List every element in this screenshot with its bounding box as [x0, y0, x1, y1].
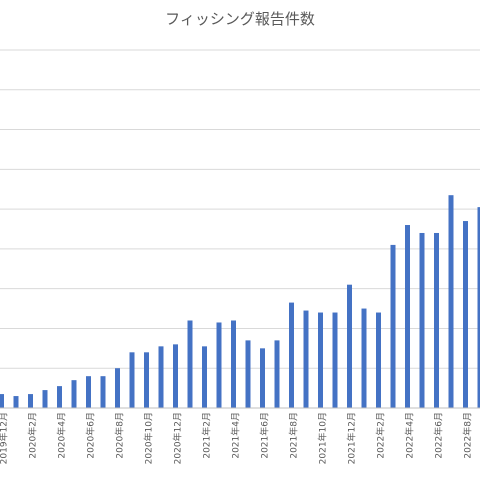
x-tick-label: 2021年8月	[288, 412, 300, 459]
x-tick-label: 2022年2月	[375, 412, 387, 459]
x-tick-label: 2021年12月	[346, 412, 358, 464]
x-tick-label: 2022年4月	[404, 412, 416, 459]
bar	[477, 207, 480, 408]
bar	[303, 310, 309, 408]
x-tick-label: 2020年6月	[85, 412, 97, 459]
bar	[57, 386, 62, 408]
bars	[0, 195, 480, 408]
bar	[86, 376, 91, 408]
bar	[347, 284, 352, 408]
x-tick-labels: 2019年12月 2020年2月 2020年4月 2020年6月 2020年8月 2020…	[0, 412, 474, 464]
bar	[318, 312, 323, 408]
x-tick-label: 2021年2月	[201, 412, 213, 459]
x-tick-label: 2020年8月	[114, 412, 126, 459]
x-tick-label: 2020年2月	[27, 412, 39, 459]
bar	[42, 390, 48, 408]
bar	[448, 195, 454, 408]
bar	[71, 380, 77, 408]
bar	[115, 368, 120, 408]
x-tick-label: 2020年4月	[56, 412, 68, 459]
bar	[260, 348, 265, 408]
bar	[390, 244, 396, 408]
bar	[158, 346, 164, 408]
bar	[274, 340, 280, 408]
bar	[361, 308, 367, 408]
x-tick-label: 2021年6月	[259, 412, 271, 459]
bar	[419, 232, 425, 408]
bar	[434, 232, 439, 408]
bar	[405, 225, 410, 408]
bar	[187, 320, 193, 408]
gridlines	[0, 49, 480, 369]
bar	[28, 394, 33, 408]
chart-title: フィッシング報告件数	[165, 10, 315, 28]
bar	[376, 312, 381, 408]
bar	[202, 346, 207, 408]
bar	[173, 344, 178, 408]
x-tick-label: 2022年8月	[462, 412, 474, 459]
bar	[129, 352, 135, 408]
x-tick-label: 2020年12月	[172, 412, 184, 464]
bar	[0, 394, 4, 408]
x-tick-label: 2020年10月	[143, 412, 155, 464]
bar	[231, 320, 236, 408]
bar	[100, 376, 106, 408]
bar	[13, 396, 19, 408]
x-tick-label: 2021年10月	[317, 412, 329, 464]
bar	[245, 340, 251, 408]
x-tick-label: 2019年12月	[0, 412, 10, 464]
bar	[332, 312, 338, 408]
bar	[216, 322, 222, 408]
bar	[463, 221, 468, 408]
x-tick-label: 2021年4月	[230, 412, 242, 459]
x-tick-label: 2022年6月	[433, 412, 445, 459]
bar	[289, 302, 294, 408]
bar	[144, 352, 149, 408]
